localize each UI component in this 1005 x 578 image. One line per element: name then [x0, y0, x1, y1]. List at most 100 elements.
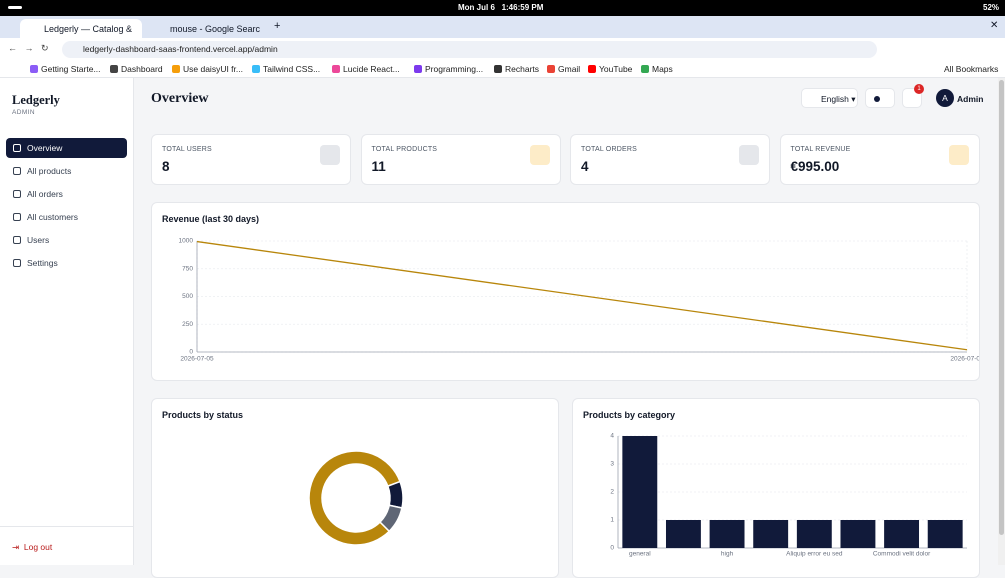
bar	[840, 520, 876, 548]
bookmark-icon	[588, 65, 596, 73]
sidebar: Ledgerly ADMIN ⇥ Log out Overview All pro…	[0, 78, 134, 565]
bookmark-label: Maps	[652, 64, 673, 74]
divider	[0, 526, 133, 527]
x-tick-label: 2026-07-06	[950, 356, 979, 363]
bookmark-label: YouTube	[599, 64, 633, 74]
bookmark[interactable]: YouTube	[588, 64, 632, 74]
line-chart: 0 250 500 750 1000 2026-07-05 2026-07-06	[179, 238, 979, 363]
bookmark[interactable]: Getting Starte...	[30, 64, 101, 74]
nav-icon	[13, 167, 21, 175]
avatar[interactable]: A	[936, 89, 954, 107]
stat-value: 4	[581, 159, 589, 174]
nav-icon	[13, 213, 21, 221]
bookmark-label: Recharts	[505, 64, 540, 74]
nav-label: Overview	[27, 143, 63, 153]
bookmark[interactable]: Dashboard	[110, 64, 163, 74]
scroll-thumb[interactable]	[999, 80, 1004, 535]
brand: Ledgerly	[12, 93, 60, 107]
stat-card: TOTAL USERS 8	[151, 134, 351, 185]
bar	[665, 520, 701, 548]
nav-item[interactable]: All orders	[6, 184, 127, 204]
bookmark-label: Dashboard	[121, 64, 163, 74]
address-bar: ← → ↻ ledgerly-dashboard-saas-frontend.v…	[0, 38, 1005, 60]
scrollbar[interactable]	[998, 78, 1005, 565]
y-tick-label: 1000	[179, 238, 194, 245]
all-bookmarks[interactable]: All Bookmarks	[944, 64, 999, 74]
bookmark-label: Use daisyUI fr...	[183, 64, 243, 74]
page-title: Overview	[151, 91, 209, 106]
stat-label: TOTAL REVENUE	[790, 146, 851, 153]
url: ledgerly-dashboard-saas-frontend.vercel.…	[83, 44, 278, 54]
y-tick-label: 3	[610, 461, 614, 468]
date: Mon Jul 6	[458, 3, 495, 12]
stat-value: 8	[162, 159, 170, 174]
omnibox[interactable]	[62, 41, 877, 58]
notifications[interactable]: 1	[902, 84, 924, 108]
stat-card: TOTAL ORDERS 4	[570, 134, 770, 185]
logout[interactable]: ⇥ Log out	[12, 542, 53, 552]
donut-segment	[308, 450, 402, 546]
bar	[796, 520, 832, 548]
stat-icon	[948, 145, 969, 165]
stat-value: €995.00	[790, 159, 840, 174]
bar-chart: 0 1 2 3 4 general high Aliquip error eu sed Comm…	[610, 433, 967, 558]
nav-item[interactable]: Settings	[6, 253, 127, 273]
battery: 52%	[983, 3, 1000, 12]
bookmark-icon	[641, 65, 649, 73]
y-tick-label: 4	[610, 433, 614, 440]
nav-item[interactable]: All customers	[6, 207, 127, 227]
bookmark-label: Tailwind CSS...	[263, 64, 321, 74]
bookmark[interactable]: Lucide React...	[332, 64, 400, 74]
nav-item[interactable]: All products	[6, 161, 127, 181]
bookmark[interactable]: Recharts	[494, 64, 539, 74]
bar	[753, 520, 789, 548]
nav-buttons[interactable]: ← → ↻	[8, 43, 49, 53]
x-tick-label: 2026-07-05	[180, 356, 214, 363]
nav-icon	[13, 190, 21, 198]
bookmark-icon	[110, 65, 118, 73]
theme-select[interactable]	[865, 88, 895, 108]
close-window[interactable]: ✕	[990, 20, 999, 31]
nav-label: Settings	[27, 258, 58, 268]
bookmark[interactable]: Programming...	[414, 64, 483, 74]
bookmark-label: Lucide React...	[343, 64, 400, 74]
nav-item[interactable]: Overview	[6, 138, 127, 158]
bookmark[interactable]: Use daisyUI fr...	[172, 64, 243, 74]
bookmark[interactable]: Gmail	[547, 64, 580, 74]
nav-label: All products	[27, 166, 72, 176]
donut-chart	[308, 450, 404, 546]
bookmarks-bar: Getting Starte... Dashboard Use daisyUI fr…	[0, 60, 1005, 78]
category-card: Products by category 0 1 2 3 4 general high Ali…	[572, 398, 980, 578]
bookmark-icon	[494, 65, 502, 73]
bookmark-icon	[332, 65, 340, 73]
tab[interactable]: Ledgerly — Catalog &	[20, 19, 142, 38]
donut-segment	[378, 504, 403, 533]
revenue-card: Revenue (last 30 days) 0 250 500 750 1000 202…	[151, 202, 980, 381]
bar	[709, 520, 745, 548]
stat-card: TOTAL REVENUE €995.00	[779, 134, 980, 185]
nav-item[interactable]: Users	[6, 230, 127, 250]
bar	[884, 520, 920, 548]
tab-title: mouse - Google Searc	[170, 24, 261, 34]
bookmark[interactable]: Maps	[641, 64, 673, 74]
y-tick-label: 750	[182, 265, 193, 272]
y-tick-label: 250	[182, 321, 193, 328]
os-status-bar: Mon Jul 6 1:46:59 PM 52%	[0, 0, 1005, 16]
time: 1:46:59 PM	[501, 3, 544, 12]
tab[interactable]: mouse - Google Searc	[146, 19, 268, 38]
revenue-line	[196, 240, 968, 351]
bookmark-label: Gmail	[558, 64, 581, 74]
stat-icon	[529, 145, 550, 165]
nav-label: All customers	[27, 212, 79, 222]
x-tick-label: Aliquip error eu sed	[786, 551, 843, 558]
new-tab[interactable]: +	[274, 20, 281, 32]
nav-icon	[13, 236, 21, 244]
nav-icon	[13, 144, 21, 152]
bookmark-icon	[414, 65, 422, 73]
x-tick-label: high	[721, 551, 734, 558]
donut-segment	[386, 480, 404, 509]
stat-label: TOTAL PRODUCTS	[371, 146, 438, 153]
bookmark[interactable]: Tailwind CSS...	[252, 64, 320, 74]
language-select[interactable]: English ▾	[801, 88, 858, 108]
